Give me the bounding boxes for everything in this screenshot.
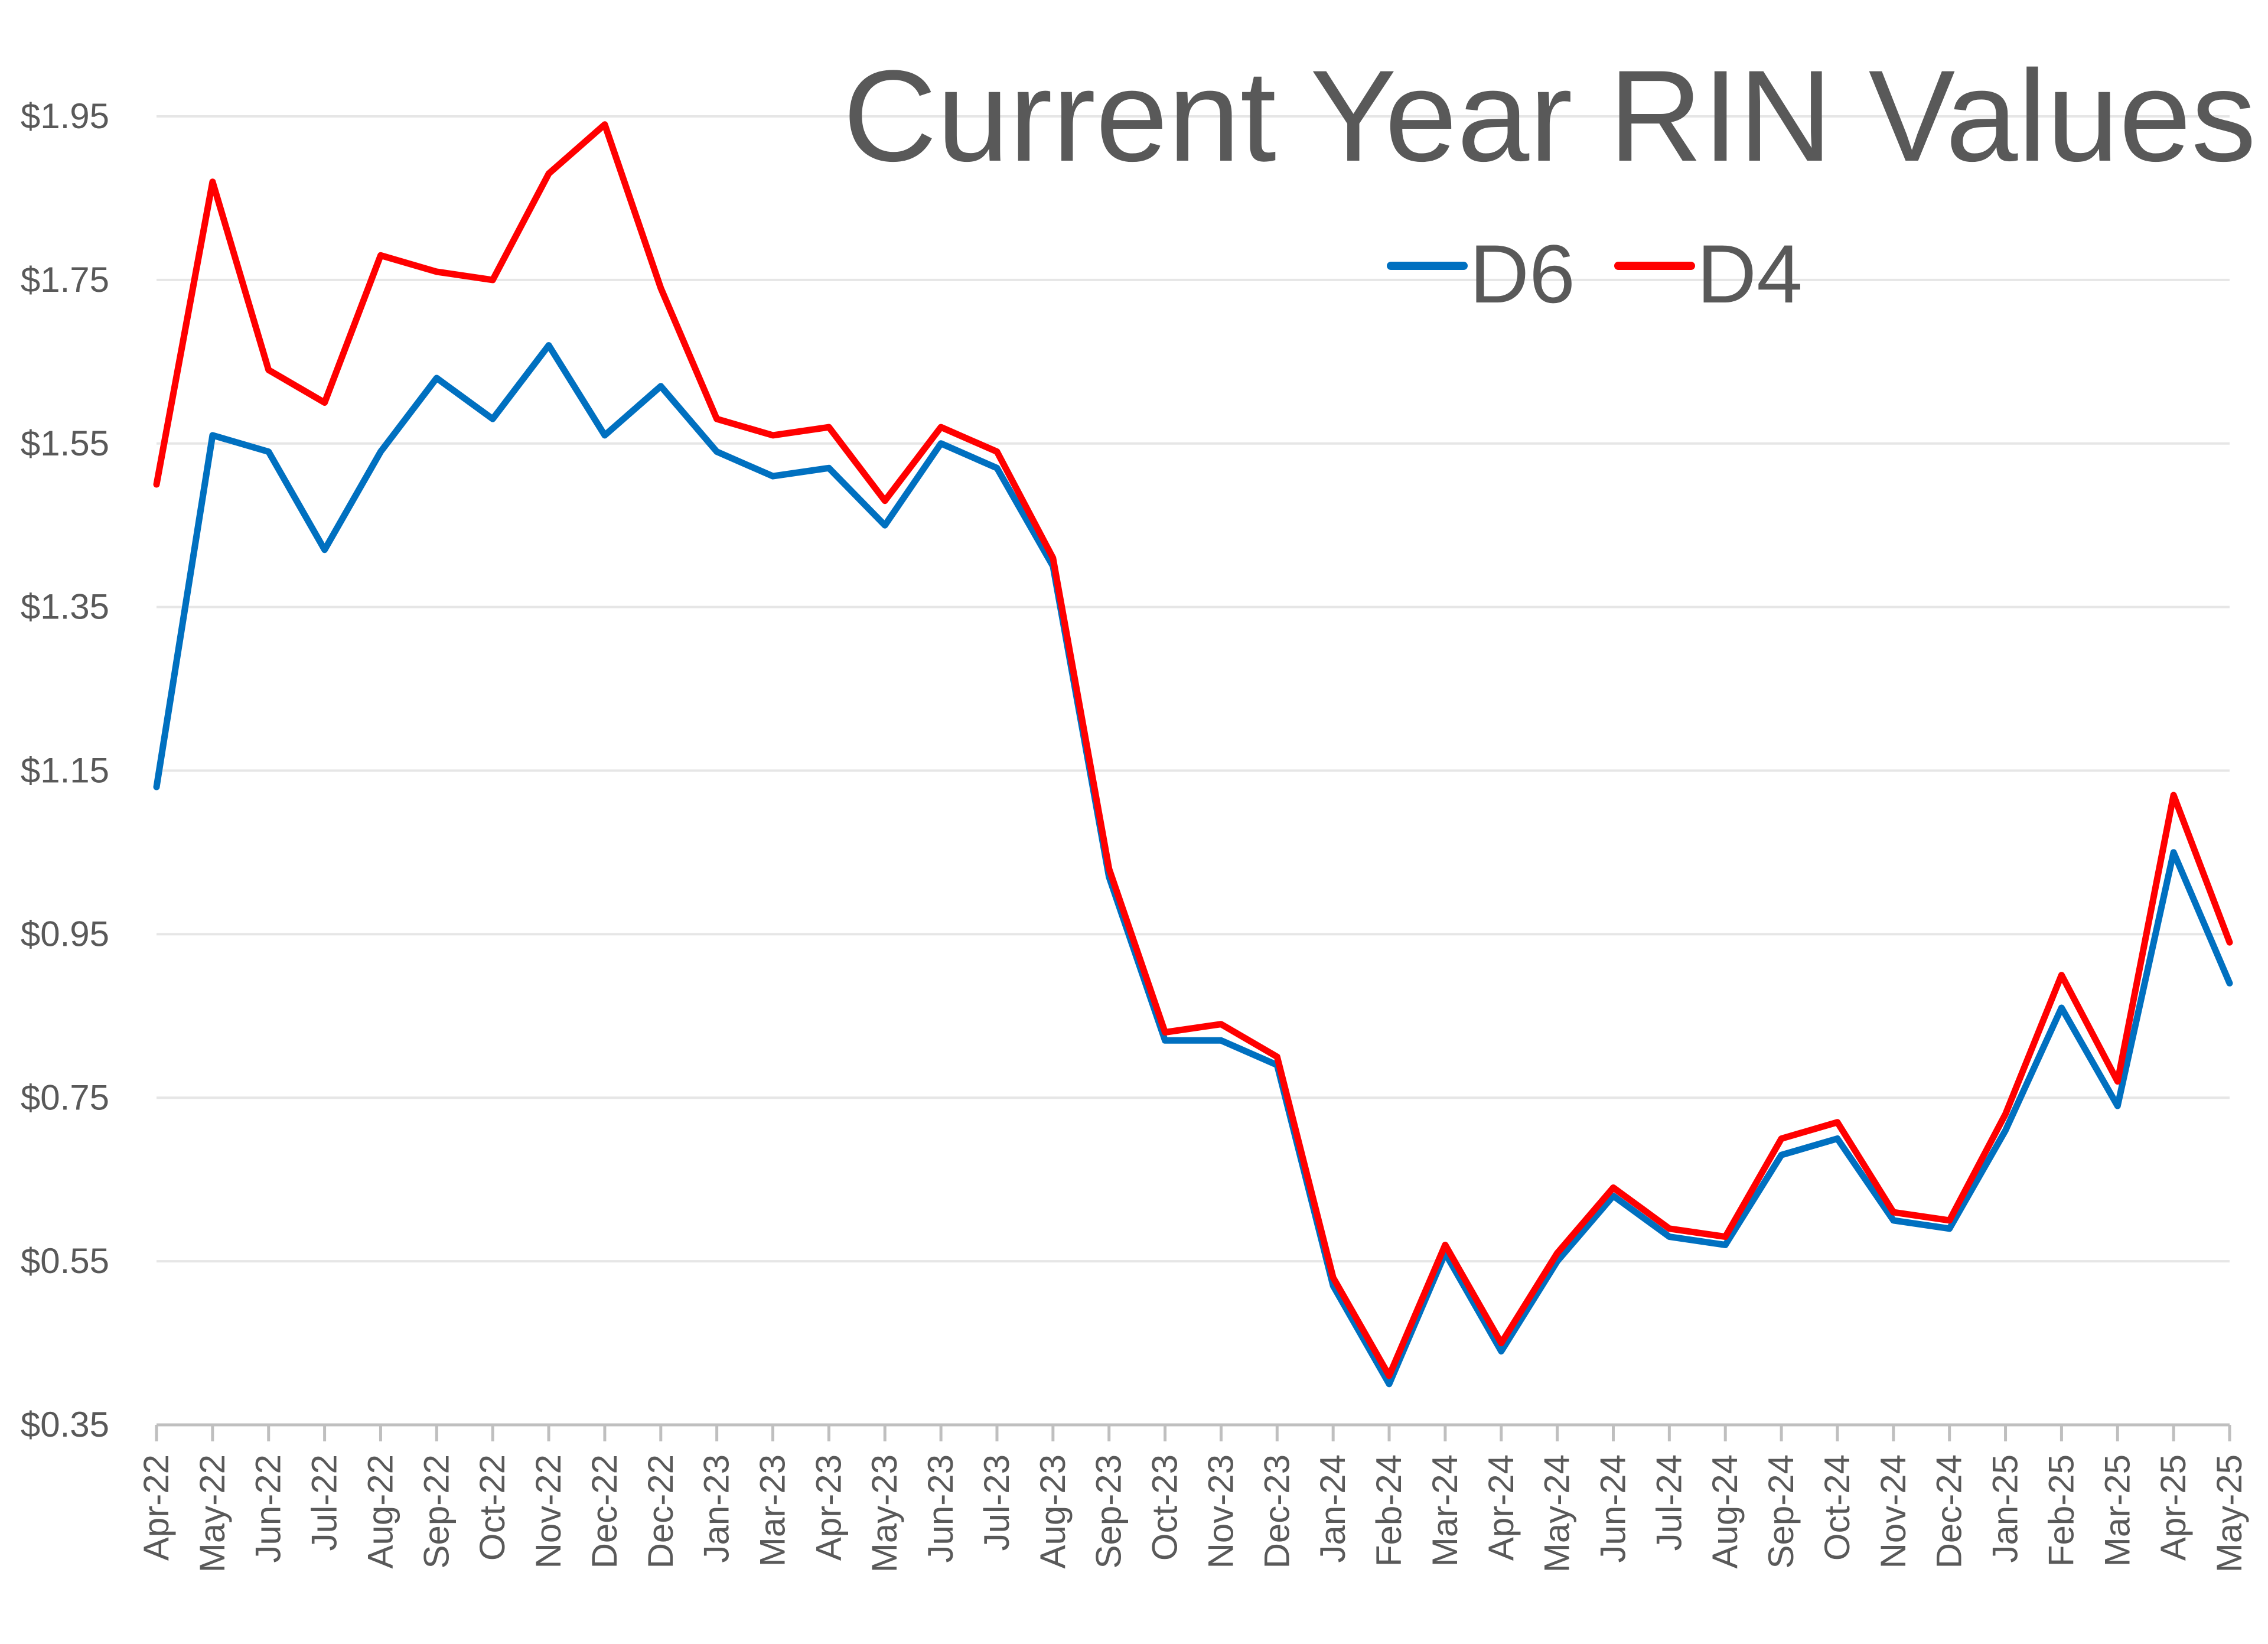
y-tick-label: $1.35 [21,587,109,627]
x-tick-label: Mar-25 [2097,1454,2137,1567]
x-tick-label: May-25 [2210,1454,2249,1573]
x-tick-label: Aug-24 [1705,1454,1745,1568]
x-tick-labels: Apr-22 May-22 Jun-22 Jul-22 Aug-22 Sep-22 Oct-… [136,1454,2249,1573]
series-line-d4 [153,121,2233,1379]
x-tick-label: Jan-25 [1986,1454,2025,1562]
x-tick-label: Feb-24 [1369,1454,1409,1567]
x-tick-label: Apr-23 [809,1454,848,1561]
x-tick-label: Mar-23 [753,1454,793,1567]
x-tick-label: Dec-24 [1930,1454,1969,1568]
legend-d4-label: D4 [1697,227,1803,320]
x-tick-label: Jun-23 [921,1454,960,1562]
gridlines [157,115,2230,1263]
series-line-d6 [153,342,2233,1388]
x-tick-label: Sep-23 [1089,1454,1129,1568]
series-lines [153,121,2233,1388]
x-tick-label: Dec-22 [585,1454,624,1568]
x-tick-label: Feb-25 [2041,1454,2081,1567]
legend: D6 D4 [1387,227,1803,320]
x-tick-label: Jun-24 [1593,1454,1632,1562]
y-tick-label: $0.35 [21,1405,109,1444]
x-tick-label: May-23 [865,1454,904,1573]
x-tick-label: Jan-24 [1313,1454,1353,1562]
x-tick-label: Jul-24 [1649,1454,1689,1551]
y-tick-label: $1.75 [21,260,109,299]
y-tick-label: $0.55 [21,1241,109,1281]
axes [155,1423,2231,1441]
x-tick-label: Jan-23 [697,1454,737,1562]
x-tick-label: Aug-22 [360,1454,400,1568]
chart-title: Current Year RIN Values [843,43,2256,188]
x-tick-label: Oct-22 [472,1454,512,1561]
x-tick-label: Apr-25 [2153,1454,2193,1561]
x-tick-label: Jul-22 [305,1454,344,1551]
x-tick-label: Nov-24 [1873,1454,1913,1568]
y-tick-label: $0.95 [21,914,109,953]
y-tick-labels: $1.95 $1.75 $1.55 $1.35 $1.15 $0.95 $0.75 $0.55… [21,96,109,1444]
x-tick-label: May-22 [193,1454,232,1573]
x-tick-label: Apr-22 [136,1454,176,1561]
x-tick-label: May-24 [1537,1454,1577,1573]
x-tick-label: Dec-23 [1257,1454,1296,1568]
y-tick-label: $1.55 [21,424,109,463]
x-tick-label: Sep-22 [416,1454,456,1568]
x-tick-label: Oct-24 [1817,1454,1857,1561]
x-tick-label: Jul-23 [977,1454,1016,1551]
x-tick-label: Sep-24 [1761,1454,1801,1568]
x-tick-label: Mar-24 [1425,1454,1465,1567]
x-tick-label: Nov-22 [529,1454,568,1568]
x-tick-label: Oct-23 [1145,1454,1185,1561]
y-tick-label: $0.75 [21,1077,109,1117]
x-tick-label: Nov-23 [1201,1454,1240,1568]
x-tick-label: Dec-22 [641,1454,680,1568]
x-tick-label: Apr-24 [1481,1454,1521,1561]
x-tick-label: Aug-23 [1033,1454,1073,1568]
y-tick-label: $1.95 [21,96,109,136]
y-tick-label: $1.15 [21,751,109,790]
legend-d6-label: D6 [1469,227,1575,320]
x-tick-label: Jun-22 [249,1454,288,1562]
